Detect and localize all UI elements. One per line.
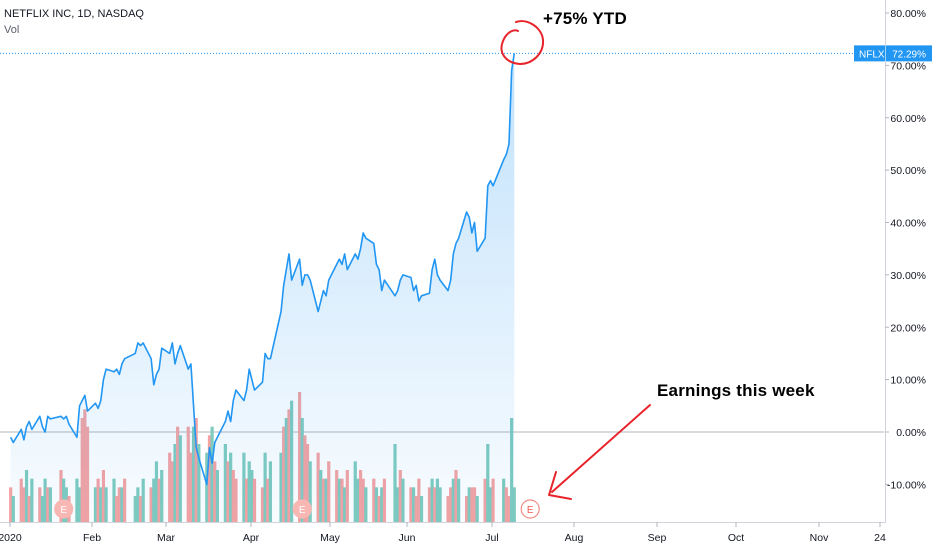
- highlight-circle: [500, 20, 545, 66]
- y-tick-label: 70.00%: [890, 60, 926, 72]
- x-tick-label: Feb: [83, 532, 101, 544]
- earnings-arrow-head: [548, 471, 572, 500]
- x-tick-label: Sep: [648, 532, 667, 544]
- y-tick-label: 30.00%: [890, 270, 926, 282]
- y-tick-label: 0.00%: [896, 427, 926, 439]
- x-tick-label: Mar: [157, 532, 176, 544]
- symbol-header: NETFLIX INC, 1D, NASDAQ: [4, 8, 144, 20]
- earnings-marker-circle: [520, 499, 540, 519]
- earnings-marker-label: E: [527, 505, 534, 516]
- x-tick-label: Oct: [728, 532, 744, 544]
- y-tick-label: 80.00%: [890, 8, 926, 20]
- price-area: [10, 53, 515, 522]
- earnings-marker-label: E: [299, 505, 306, 516]
- earnings-arrow-shaft: [551, 404, 651, 493]
- earnings-marker-circle: [292, 499, 312, 519]
- x-tick-label: Aug: [565, 532, 584, 544]
- x-tick-label: 2020: [0, 532, 22, 544]
- price-line: [9, 53, 516, 486]
- x-tick-label: 24: [874, 532, 886, 544]
- volume-label: Vol: [4, 24, 20, 36]
- earnings-marker: E: [54, 499, 74, 519]
- earnings-marker: E: [520, 499, 540, 519]
- y-tick-label: 40.00%: [890, 218, 926, 230]
- y-tick-label: 20.00%: [890, 322, 926, 334]
- y-tick-label: 60.00%: [890, 113, 926, 125]
- ytd-annotation: +75% YTD: [543, 9, 627, 28]
- price-tag: [854, 45, 932, 62]
- y-tick-label: -10.00%: [887, 479, 926, 491]
- y-tick-label: 50.00%: [890, 165, 926, 177]
- y-tick-label: 10.00%: [890, 375, 926, 387]
- x-tick-label: May: [320, 532, 341, 544]
- x-tick-label: Jun: [399, 532, 416, 544]
- x-tick-label: Nov: [810, 532, 829, 544]
- earnings-marker-circle: [54, 499, 74, 519]
- earnings-annotation: Earnings this week: [657, 381, 815, 400]
- x-tick-label: Apr: [243, 532, 260, 544]
- volume-bar: [512, 487, 516, 522]
- earnings-marker: E: [292, 499, 312, 519]
- earnings-marker-label: E: [60, 505, 67, 516]
- price-tag-value: 72.29%: [892, 49, 926, 60]
- x-tick-label: Jul: [485, 532, 498, 544]
- price-tag-symbol: NFLX: [859, 49, 885, 60]
